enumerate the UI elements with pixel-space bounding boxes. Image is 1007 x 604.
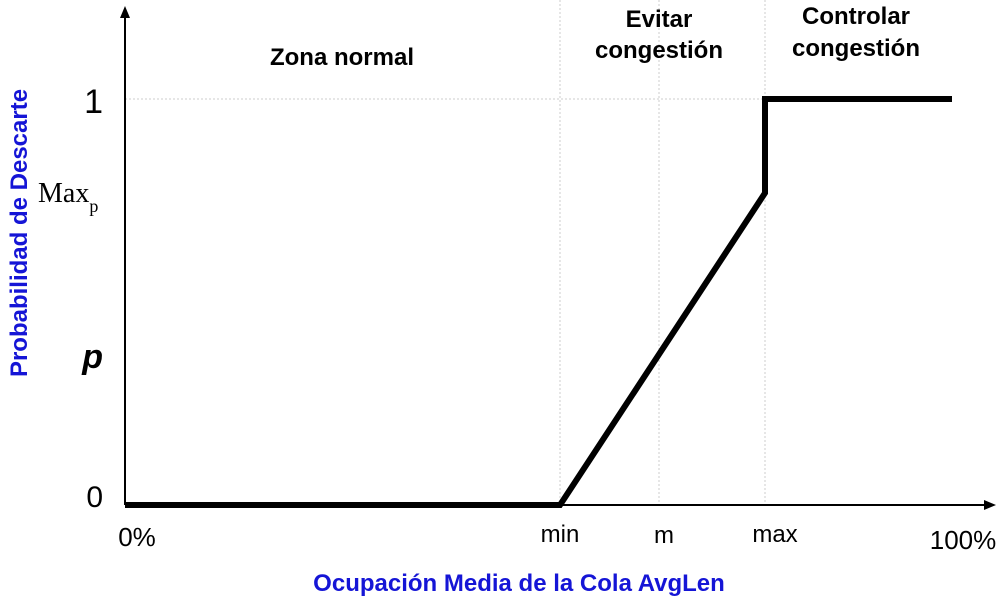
x-tick-min: min	[541, 521, 580, 548]
y-tick-maxp-base: Max	[38, 178, 89, 209]
x-tick-m: m	[654, 522, 674, 549]
y-axis-title: Probabilidad de Descarte	[6, 89, 33, 377]
y-tick-maxp-sub: p	[89, 196, 98, 216]
x-axis-title: Ocupación Media de la Cola AvgLen	[313, 570, 725, 597]
y-axis-arrow	[120, 6, 130, 18]
y-tick-one: 1	[84, 83, 103, 121]
y-tick-maxp: Maxp	[38, 178, 98, 216]
zone-label-avoid-line1: Evitar	[626, 6, 693, 33]
zone-label-avoid-line2: congestión	[595, 37, 723, 64]
zone-label-control-line1: Controlar	[802, 3, 910, 30]
x-tick-max: max	[752, 521, 797, 548]
x-tick-0pct: 0%	[118, 522, 156, 552]
zone-label-normal: Zona normal	[270, 44, 414, 71]
y-tick-zero: 0	[86, 481, 103, 514]
x-tick-100pct: 100%	[930, 525, 997, 555]
x-axis-arrow	[984, 500, 996, 510]
y-tick-p: p	[81, 338, 103, 376]
drop-probability-line	[125, 96, 952, 508]
zone-label-control-line2: congestión	[792, 35, 920, 62]
